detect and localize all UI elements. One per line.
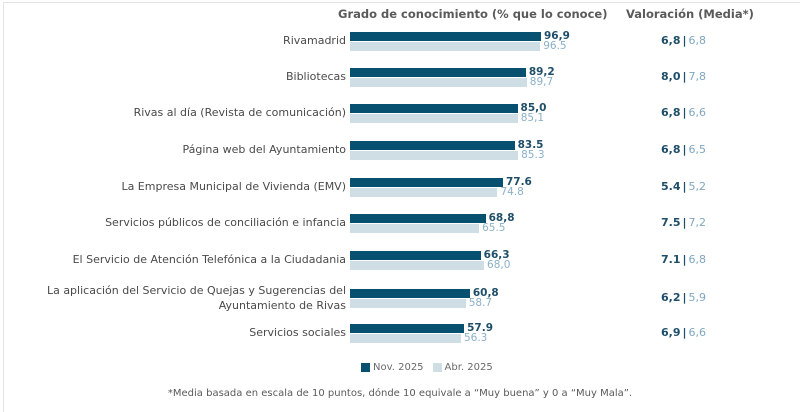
value-label-abr: 96.5 (543, 40, 567, 52)
bar-nov-2025 (350, 104, 518, 113)
rating-nov: 6,9 (661, 326, 681, 339)
bar-abr-2025 (350, 188, 498, 197)
bar-nov-2025 (350, 178, 503, 187)
bar-abr-2025 (350, 261, 485, 270)
legend-swatch-abr (432, 363, 442, 372)
rating-nov: 6,8 (661, 34, 681, 47)
rating-abr: 5,9 (688, 291, 707, 304)
legend-item-nov: Nov. 2025 (361, 362, 424, 373)
rating-abr: 6,8 (688, 34, 707, 47)
bar-nov-2025 (350, 32, 541, 41)
rating-value: 6,9 | 6,6 (661, 326, 706, 339)
rating-nov: 7.1 (661, 253, 681, 266)
rating-abr: 7,2 (688, 216, 707, 229)
bar-abr-2025 (350, 299, 466, 308)
category-label: Página web del Ayuntamiento (182, 143, 346, 156)
rating-separator: | (682, 70, 687, 83)
rating-separator: | (682, 143, 687, 156)
value-label-nov: 57.9 (467, 322, 494, 334)
bar-abr-2025 (350, 224, 480, 233)
rating-nov: 7.5 (661, 216, 681, 229)
rating-value: 8,0 | 7,8 (661, 70, 706, 83)
legend-swatch-nov (361, 363, 370, 372)
rating-value: 7.5 | 7,2 (661, 216, 706, 229)
category-label: El Servicio de Atención Telefónica a la … (72, 253, 346, 266)
rating-nov: 8,0 (661, 70, 681, 83)
rating-abr: 5,2 (688, 180, 707, 193)
rating-nov: 6,8 (661, 106, 681, 119)
value-label-nov: 77.6 (505, 176, 532, 188)
footnote: *Media basada en escala de 10 puntos, dó… (167, 388, 633, 399)
bar-nov-2025 (350, 141, 515, 150)
rating-nov: 6,8 (661, 143, 681, 156)
category-label: Servicios públicos de conciliación e inf… (105, 216, 346, 229)
legend: Nov. 2025 Abr. 2025 (361, 362, 502, 373)
value-label-nov: 60,8 (472, 287, 499, 299)
category-label: La Empresa Municipal de Vivienda (EMV) (121, 180, 346, 193)
category-label: Rivas al día (Revista de comunicación) (133, 106, 346, 119)
rating-value: 5.4 | 5,2 (661, 180, 706, 193)
rating-abr: 6,6 (688, 326, 707, 339)
rating-title: Valoración (Media*) (626, 7, 754, 21)
category-label: Servicios sociales (249, 326, 346, 339)
bar-nov-2025 (350, 68, 526, 77)
chart-frame (3, 2, 800, 412)
rating-separator: | (682, 106, 687, 119)
rating-abr: 6,8 (688, 253, 707, 266)
bar-abr-2025 (350, 114, 518, 123)
value-label-abr: 56.3 (463, 332, 488, 344)
bar-abr-2025 (350, 334, 461, 343)
value-label-abr: 74.8 (500, 186, 524, 198)
value-label-abr: 58.7 (468, 297, 493, 309)
bar-abr-2025 (350, 42, 541, 51)
category-label: Bibliotecas (285, 70, 346, 83)
value-label-nov: 89,2 (528, 66, 555, 78)
value-label-nov: 68,8 (488, 212, 515, 224)
legend-item-abr: Abr. 2025 (432, 362, 493, 373)
legend-label-abr: Abr. 2025 (444, 362, 493, 373)
legend-label-nov: Nov. 2025 (373, 362, 424, 373)
rating-abr: 6,5 (688, 143, 707, 156)
rating-value: 7.1 | 6,8 (661, 253, 706, 266)
rating-abr: 6,6 (688, 106, 707, 119)
value-label-abr: 85.3 (521, 149, 545, 161)
value-label-abr: 68,0 (487, 259, 511, 271)
value-label-abr: 85,1 (520, 112, 545, 124)
rating-value: 6,2 | 5,9 (661, 291, 706, 304)
rating-value: 6,8 | 6,5 (661, 143, 706, 156)
bar-nov-2025 (350, 324, 465, 333)
rating-abr: 7,8 (688, 70, 707, 83)
value-label-abr: 89,7 (529, 76, 554, 88)
rating-separator: | (682, 34, 687, 47)
rating-separator: | (682, 291, 687, 304)
rating-value: 6,8 | 6,6 (661, 106, 706, 119)
value-label-nov: 96,9 (544, 30, 570, 42)
bar-nov-2025 (350, 251, 481, 260)
category-label: Rivamadrid (283, 34, 346, 47)
rating-separator: | (682, 326, 687, 339)
rating-separator: | (682, 216, 687, 229)
rating-separator: | (682, 180, 687, 193)
bar-abr-2025 (350, 78, 527, 87)
chart-title: Grado de conocimiento (% que lo conoce) (338, 7, 608, 21)
rating-nov: 5.4 (661, 180, 681, 193)
rating-separator: | (682, 253, 687, 266)
bar-abr-2025 (350, 151, 519, 160)
value-label-nov: 83.5 (517, 139, 544, 151)
value-label-nov: 85,0 (520, 102, 547, 114)
value-label-abr: 65.5 (482, 222, 506, 234)
category-label: La aplicación del Servicio de Quejas y S… (46, 284, 346, 312)
bar-nov-2025 (350, 214, 486, 223)
bar-nov-2025 (350, 289, 470, 298)
rating-nov: 6,2 (661, 291, 681, 304)
rating-value: 6,8 | 6,8 (661, 34, 706, 47)
value-label-nov: 66,3 (483, 249, 510, 261)
